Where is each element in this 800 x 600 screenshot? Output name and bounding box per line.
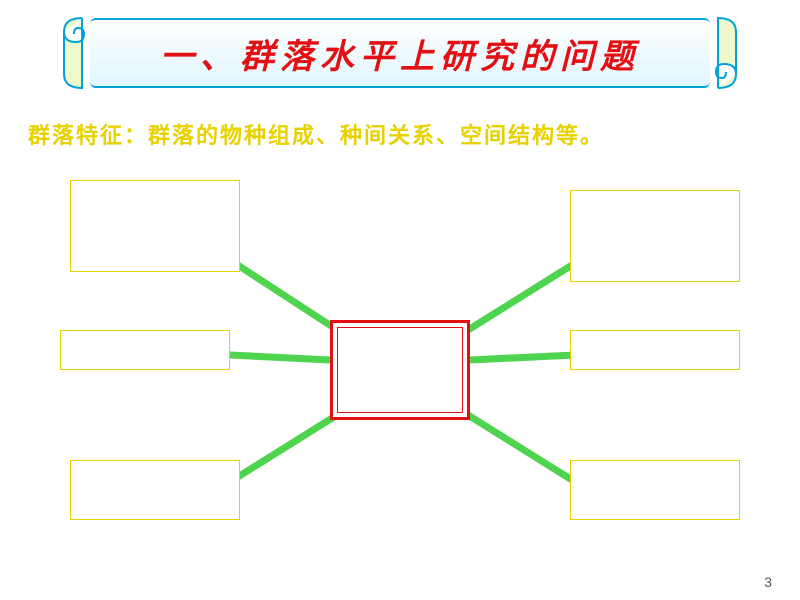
title-banner: 一、群落水平上研究的问题 <box>60 18 740 88</box>
page-title: 一、群落水平上研究的问题 <box>160 29 640 78</box>
subtitle-text: 群落特征：群落的物种组成、种间关系、空间结构等。 <box>28 118 604 150</box>
diagram-node-tr <box>570 190 740 282</box>
page-number: 3 <box>764 574 772 590</box>
diagram-center-node-inner <box>337 327 463 413</box>
diagram-node-bl <box>70 460 240 520</box>
diagram-node-br <box>570 460 740 520</box>
diagram-node-ml <box>60 330 230 370</box>
scroll-cap-right-icon <box>710 18 740 88</box>
concept-diagram <box>0 160 800 580</box>
diagram-node-tl <box>70 180 240 272</box>
diagram-center-node <box>330 320 470 420</box>
banner-body: 一、群落水平上研究的问题 <box>90 18 710 88</box>
diagram-node-mr <box>570 330 740 370</box>
scroll-cap-left-icon <box>60 18 90 88</box>
